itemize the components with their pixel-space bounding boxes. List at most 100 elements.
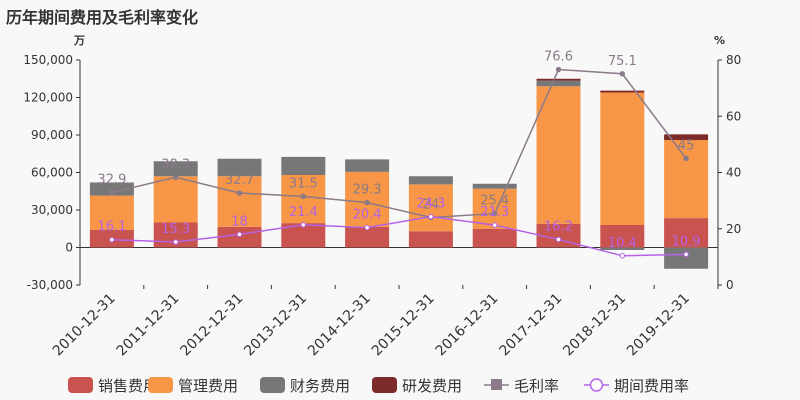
line-point-0-6 (492, 210, 498, 217)
bar-1-0 (89, 195, 134, 230)
right-axis-tick-label: 80 (726, 53, 741, 67)
line-point-1-1 (173, 239, 179, 245)
legend-label-1: 管理费用 (178, 377, 238, 395)
line-label-0-2: 32.7 (225, 173, 254, 188)
x-axis-label: 2012-12-31 (177, 291, 246, 360)
bar-2-7 (536, 80, 581, 87)
line-label-1-7: 16.2 (544, 219, 573, 234)
bar-3-9 (664, 134, 709, 140)
legend-label-5: 期间费用率 (614, 377, 689, 395)
line-label-1-6: 21.3 (480, 205, 509, 220)
legend-label-3: 研发费用 (402, 377, 462, 395)
line-point-0-4 (364, 199, 370, 206)
bar-1-6 (472, 188, 517, 229)
bar-1-8 (600, 92, 645, 225)
line-point-1-6 (492, 222, 498, 228)
bar-1-4 (345, 171, 390, 227)
legend-label-0: 销售费用 (98, 377, 158, 395)
legend-swatch-1 (148, 377, 173, 393)
line-point-1-0 (109, 237, 115, 243)
line-point-0-8 (619, 71, 625, 77)
line-point-1-9 (683, 251, 689, 258)
line-label-0-5: 24 (423, 198, 440, 213)
legend-swatch-2 (260, 377, 285, 393)
x-axis-label: 2013-12-31 (241, 291, 310, 360)
left-axis-tick-label: 30,000 (31, 203, 73, 217)
line-0 (111, 68, 687, 219)
right-axis-unit: % (714, 34, 725, 47)
legend-label-2: 财务费用 (290, 377, 350, 395)
bar-3-8 (600, 90, 645, 93)
bar-2-3 (281, 156, 326, 175)
left-axis-tick-label: 60,000 (31, 166, 73, 180)
line-point-0-7 (555, 66, 562, 73)
line-label-0-9: 45 (678, 138, 695, 153)
line-label-1-2: 18 (231, 214, 248, 229)
line-point-0-3 (300, 193, 306, 200)
line-label-1-8: 10.4 (608, 236, 637, 251)
line-point-0-0 (109, 189, 115, 196)
bar-2-2 (217, 158, 262, 177)
x-axis-label: 2015-12-31 (369, 291, 438, 360)
line-1 (111, 215, 687, 257)
bar-2-6 (472, 183, 517, 189)
legend-marker-4 (491, 379, 502, 390)
legend-label-4: 毛利率 (514, 377, 559, 395)
right-axis-tick-label: 60 (726, 109, 741, 123)
right-axis-tick-label: 0 (726, 278, 734, 292)
x-axis-label: 2019-12-31 (624, 291, 693, 360)
line-label-0-4: 29.3 (353, 183, 382, 198)
line-label-0-8: 75.1 (608, 54, 637, 69)
line-label-1-3: 21.4 (289, 205, 318, 220)
x-axis-label: 2014-12-31 (305, 291, 374, 360)
bar-2-0 (89, 182, 134, 196)
line-label-1-4: 20.4 (353, 208, 382, 223)
legend-swatch-0 (68, 377, 93, 393)
bar-0-5 (408, 231, 453, 248)
line-point-1-3 (300, 222, 306, 228)
line-point-1-2 (236, 231, 243, 238)
x-axis-label: 2018-12-31 (560, 291, 629, 360)
bar-1-9 (664, 140, 709, 219)
left-axis-unit: 万 (73, 34, 85, 47)
right-axis-tick-label: 40 (726, 166, 741, 180)
bar-0-2 (217, 226, 262, 248)
bar-0-8 (600, 225, 645, 248)
line-label-1-5: 24.3 (416, 197, 445, 212)
line-label-0-6: 25.4 (480, 194, 509, 209)
left-axis-tick-label: 90,000 (31, 128, 73, 142)
left-axis-tick-label: 0 (65, 241, 73, 255)
line-point-0-2 (236, 190, 243, 196)
line-point-1-7 (555, 236, 562, 243)
x-axis-label: 2010-12-31 (50, 291, 119, 360)
left-axis-tick-label: -30,000 (27, 278, 73, 292)
bar-1-7 (536, 86, 581, 224)
page-title: 历年期间费用及毛利率变化 (6, 8, 199, 27)
line-label-0-3: 31.5 (289, 176, 318, 191)
x-axis-label: 2017-12-31 (496, 291, 565, 360)
line-label-1-9: 10.9 (672, 234, 701, 249)
line-point-1-8 (619, 253, 625, 259)
bar-2-5 (408, 176, 453, 185)
bar-2-8 (600, 247, 645, 250)
bar-0-6 (472, 228, 517, 248)
right-axis-tick-label: 20 (726, 222, 741, 236)
bar-2-1 (153, 161, 198, 177)
x-axis-label: 2011-12-31 (114, 291, 183, 360)
bar-1-1 (153, 176, 198, 223)
line-label-0-1: 38.3 (161, 157, 190, 172)
line-label-1-0: 16.1 (97, 220, 126, 235)
bar-1-2 (217, 176, 262, 227)
line-label-1-1: 15.3 (161, 222, 190, 237)
bar-0-9 (664, 218, 709, 248)
bar-3-7 (536, 78, 581, 81)
x-axis-label: 2016-12-31 (433, 291, 502, 360)
line-point-1-5 (428, 213, 434, 220)
bar-1-5 (408, 184, 453, 232)
left-axis-tick-label: 150,000 (23, 53, 73, 67)
line-point-0-9 (683, 155, 689, 162)
line-label-0-0: 32.9 (97, 172, 126, 187)
line-label-0-7: 76.6 (544, 50, 573, 65)
legend-swatch-3 (372, 377, 397, 393)
